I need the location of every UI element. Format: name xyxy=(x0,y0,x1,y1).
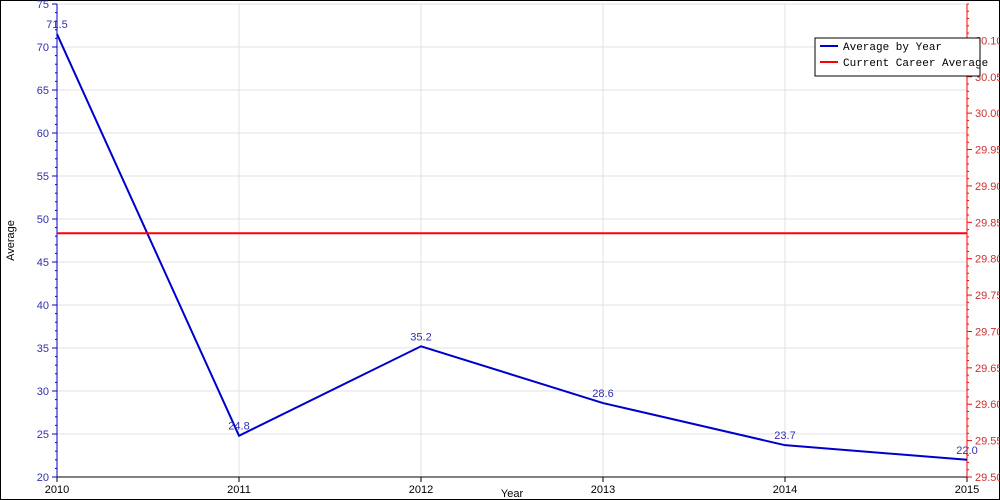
y-left-tick-label: 25 xyxy=(37,429,49,441)
legend-label: Current Career Average xyxy=(843,58,988,70)
x-tick-label: 2013 xyxy=(591,484,615,496)
y-right-tick-label: 29.90 xyxy=(975,181,1000,193)
dual-axis-line-chart: 2010 2011 2012 2013 2014 2015 Year 20 25 30 35 40 45… xyxy=(0,0,1000,500)
x-axis-label: Year xyxy=(501,488,524,500)
y-left-tick-label: 55 xyxy=(37,171,49,183)
y-left-tick-label: 50 xyxy=(37,214,49,226)
y-left-tick-label: 20 xyxy=(37,472,49,484)
point-label: 71.5 xyxy=(46,19,67,31)
chart-container: 2010 2011 2012 2013 2014 2015 Year 20 25 30 35 40 45… xyxy=(0,0,1000,500)
y-left-tick-label: 35 xyxy=(37,343,49,355)
x-tick-label: 2010 xyxy=(45,484,69,496)
y-right-tick-label: 29.85 xyxy=(975,217,1000,229)
x-tick-label: 2015 xyxy=(955,484,979,496)
x-tick-label: 2014 xyxy=(773,484,797,496)
legend-label: Average by Year xyxy=(843,42,942,54)
y-right-tick-label: 29.75 xyxy=(975,290,1000,302)
y-left-tick-label: 60 xyxy=(37,128,49,140)
y-left-tick-label: 45 xyxy=(37,257,49,269)
point-label: 22.0 xyxy=(956,445,977,457)
point-label: 35.2 xyxy=(410,331,431,343)
y-right-tick-label: 29.95 xyxy=(975,145,1000,157)
y-left-tick-label: 40 xyxy=(37,300,49,312)
point-label: 24.8 xyxy=(228,421,249,433)
point-label: 28.6 xyxy=(592,388,613,400)
y-right-tick-label: 30.00 xyxy=(975,108,1000,120)
y-right-tick-label: 29.70 xyxy=(975,326,1000,338)
x-tick-label: 2012 xyxy=(409,484,433,496)
y-right-tick-label: 29.65 xyxy=(975,363,1000,375)
y-left-tick-label: 75 xyxy=(37,0,49,11)
x-tick-label: 2011 xyxy=(227,484,251,496)
y-right-tick-label: 29.50 xyxy=(975,472,1000,484)
point-label: 23.7 xyxy=(774,430,795,442)
y-right-tick-label: 29.55 xyxy=(975,436,1000,448)
y-right-tick-label: 29.60 xyxy=(975,399,1000,411)
y-left-axis-label: Average xyxy=(5,220,17,261)
y-left-tick-label: 65 xyxy=(37,85,49,97)
y-left-tick-label: 70 xyxy=(37,42,49,54)
y-right-tick-label: 29.80 xyxy=(975,254,1000,266)
y-left-tick-label: 30 xyxy=(37,386,49,398)
